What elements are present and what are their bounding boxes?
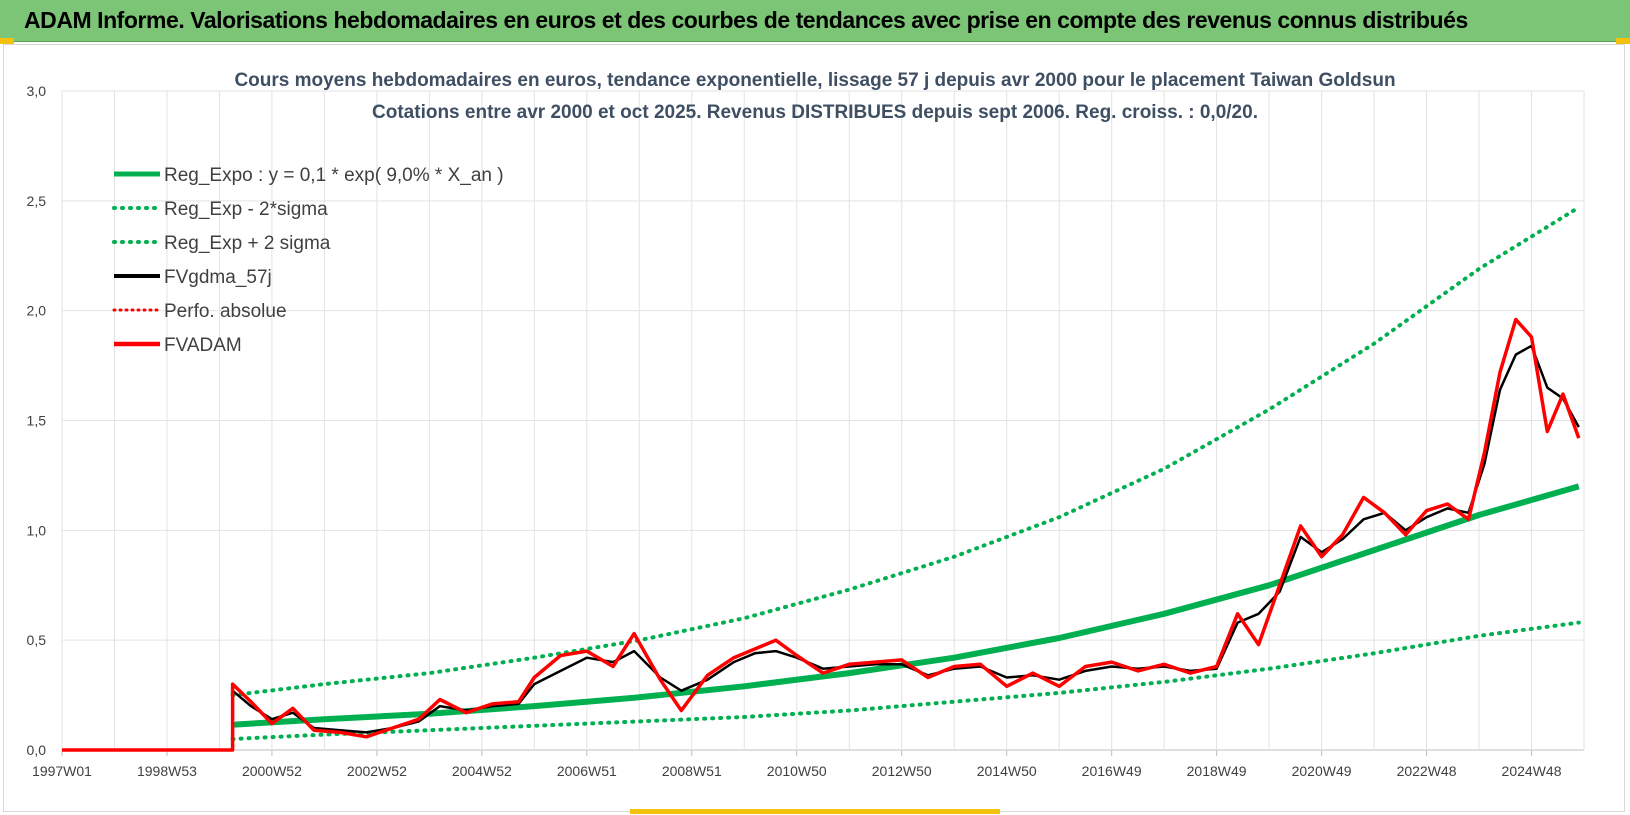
x-axis-ticks: 1997W01 1998W53 2000W52 2002W52 2004W52 2006W…: [32, 750, 1562, 779]
legend-label: FVgdma_57j: [164, 267, 272, 288]
legend-label: Reg_Exp - 2*sigma: [164, 199, 328, 220]
x-tick-label: 2014W50: [977, 763, 1037, 779]
x-tick-label: 2002W52: [347, 763, 407, 779]
corner-marker-left: [0, 38, 14, 44]
series-line-fvgdma: [231, 344, 1580, 734]
series-line-reg-exp-plus: [230, 205, 1581, 698]
y-tick-label: 1,0: [27, 522, 47, 538]
legend-label: FVADAM: [164, 335, 242, 356]
y-tick-label: 2,0: [27, 303, 47, 319]
legend-label: Reg_Expo : y = 0,1 * exp( 9,0% * X_an ): [164, 165, 504, 186]
y-tick-label: 2,5: [27, 193, 47, 209]
x-tick-label: 2012W50: [872, 763, 932, 779]
x-tick-label: 2022W48: [1397, 763, 1457, 779]
chart-subtitle: Cotations entre avr 2000 et oct 2025. Re…: [372, 102, 1258, 123]
grid-lines: [61, 90, 1585, 751]
x-tick-label: 2008W51: [662, 763, 722, 779]
x-tick-label: 2006W51: [557, 763, 617, 779]
x-tick-label: 2010W50: [767, 763, 827, 779]
y-tick-label: 0,0: [27, 742, 47, 758]
series-line-reg-exp-minus: [230, 620, 1581, 741]
y-axis-ticks: 0,0 0,5 1,0 1,5 2,0 2,5 3,0: [27, 83, 47, 758]
x-tick-label: 2016W49: [1082, 763, 1142, 779]
legend-label: Perfo. absolue: [164, 301, 287, 322]
x-tick-label: 1998W53: [137, 763, 197, 779]
chart-legend: Reg_Expo : y = 0,1 * exp( 9,0% * X_an ) R…: [112, 165, 504, 356]
y-tick-label: 3,0: [27, 83, 47, 99]
series-line-reg-expo: [232, 483, 1580, 728]
series-lines: [62, 205, 1581, 752]
y-tick-label: 1,5: [27, 413, 47, 429]
chart-title: Cours moyens hebdomadaires en euros, ten…: [234, 70, 1395, 91]
x-tick-label: 2020W49: [1292, 763, 1352, 779]
x-tick-label: 2000W52: [242, 763, 302, 779]
x-tick-label: 2024W48: [1502, 763, 1562, 779]
legend-label: Reg_Exp + 2 sigma: [164, 233, 331, 254]
x-tick-label: 2018W49: [1187, 763, 1247, 779]
header-banner: ADAM Informe. Valorisations hebdomadaire…: [0, 0, 1630, 42]
banner-title: ADAM Informe. Valorisations hebdomadaire…: [24, 7, 1468, 33]
corner-marker-right: [1616, 38, 1630, 44]
x-tick-label: 1997W01: [32, 763, 92, 779]
y-tick-label: 0,5: [27, 632, 47, 648]
series-line-fvadam: [62, 317, 1581, 752]
x-tick-label: 2004W52: [452, 763, 512, 779]
bottom-tab-marker: [630, 809, 1000, 814]
